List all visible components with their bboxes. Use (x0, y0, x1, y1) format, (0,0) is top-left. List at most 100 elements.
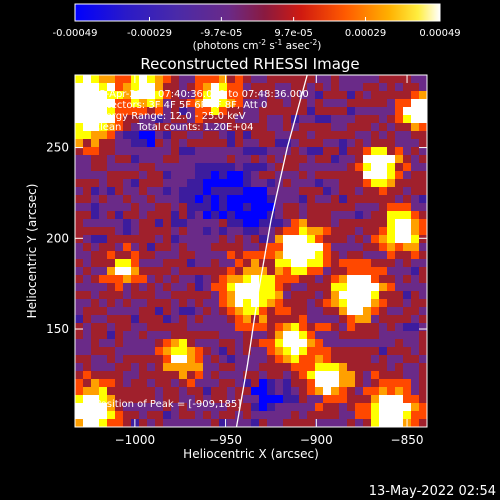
heatmap-cell (163, 179, 172, 188)
heatmap-cell (403, 395, 412, 404)
heatmap-cell (371, 315, 380, 324)
heatmap-cell (267, 411, 276, 420)
heatmap-cell (179, 291, 188, 300)
heatmap-cell (283, 259, 292, 268)
heatmap-cell (227, 163, 236, 172)
heatmap-cell (251, 419, 260, 427)
heatmap-cell (403, 283, 412, 292)
heatmap-cell (251, 227, 260, 236)
heatmap-cell (187, 379, 196, 388)
heatmap-cell (387, 139, 396, 148)
heatmap-cell (131, 331, 140, 340)
heatmap-cell (227, 307, 236, 316)
heatmap-cell (307, 155, 316, 164)
heatmap-cell (395, 83, 404, 92)
heatmap-cell (91, 107, 100, 116)
heatmap-cell (291, 283, 300, 292)
heatmap-cell (163, 411, 172, 420)
heatmap-cell (299, 187, 308, 196)
heatmap-cell (307, 371, 316, 380)
heatmap-cell (259, 211, 268, 220)
heatmap-cell (139, 355, 148, 364)
heatmap-cell (203, 91, 212, 100)
heatmap-cell (211, 115, 220, 124)
heatmap-cell (235, 331, 244, 340)
heatmap-cell (123, 403, 132, 412)
heatmap-cell (99, 259, 108, 268)
heatmap-cell (83, 99, 92, 108)
heatmap-cell (227, 219, 236, 228)
heatmap-cell (187, 195, 196, 204)
heatmap-cell (307, 387, 316, 396)
heatmap-cell (99, 107, 108, 116)
heatmap-cell (347, 123, 356, 132)
heatmap-cell (179, 411, 188, 420)
heatmap-cell (259, 419, 268, 427)
heatmap-cell (243, 387, 252, 396)
heatmap-cell (99, 267, 108, 276)
heatmap-cell (211, 163, 220, 172)
heatmap-cell (299, 339, 308, 348)
heatmap-cell (235, 371, 244, 380)
heatmap-cell (307, 99, 316, 108)
heatmap-cell (211, 195, 220, 204)
heatmap-cell (379, 339, 388, 348)
heatmap-cell (163, 171, 172, 180)
heatmap-cell (387, 251, 396, 260)
heatmap-cell (155, 219, 164, 228)
heatmap-cell (75, 323, 84, 332)
heatmap-cell (139, 403, 148, 412)
heatmap-cell (131, 147, 140, 156)
heatmap-cell (163, 259, 172, 268)
heatmap-cell (147, 251, 156, 260)
heatmap-cell (131, 115, 140, 124)
heatmap-cell (387, 171, 396, 180)
heatmap-cell (315, 371, 324, 380)
heatmap-cell (355, 107, 364, 116)
heatmap-cell (371, 147, 380, 156)
heatmap-cell (283, 419, 292, 427)
heatmap-cell (323, 363, 332, 372)
heatmap-cell (307, 139, 316, 148)
heatmap-cell (379, 75, 388, 84)
heatmap-cell (251, 403, 260, 412)
heatmap-cell (307, 163, 316, 172)
heatmap-cell (371, 163, 380, 172)
heatmap-cell (235, 379, 244, 388)
heatmap-cell (267, 315, 276, 324)
heatmap-cell (163, 99, 172, 108)
heatmap-cell (315, 107, 324, 116)
heatmap-cell (419, 371, 427, 380)
heatmap-cell (227, 347, 236, 356)
heatmap-cell (291, 203, 300, 212)
heatmap-cell (75, 99, 84, 108)
heatmap-cell (147, 195, 156, 204)
heatmap-cell (411, 403, 420, 412)
heatmap-cell (123, 155, 132, 164)
heatmap-cell (275, 227, 284, 236)
heatmap-cell (139, 187, 148, 196)
heatmap-cell (115, 195, 124, 204)
heatmap-cell (283, 331, 292, 340)
heatmap-cell (203, 395, 212, 404)
heatmap-cell (91, 179, 100, 188)
heatmap-cell (203, 387, 212, 396)
heatmap-cell (363, 283, 372, 292)
heatmap-cell (387, 219, 396, 228)
heatmap-cell (123, 411, 132, 420)
heatmap-cell (275, 379, 284, 388)
heatmap-cell (251, 83, 260, 92)
heatmap-cell (363, 179, 372, 188)
heatmap-cell (395, 219, 404, 228)
heatmap-cell (83, 83, 92, 92)
heatmap-cell (75, 315, 84, 324)
heatmap-cell (419, 99, 427, 108)
heatmap-cell (259, 243, 268, 252)
heatmap-cell (299, 331, 308, 340)
heatmap-cell (267, 227, 276, 236)
heatmap-cell (75, 107, 84, 116)
heatmap-cell (211, 259, 220, 268)
heatmap-cell (259, 227, 268, 236)
heatmap-cell (275, 123, 284, 132)
heatmap-cell (419, 123, 427, 132)
